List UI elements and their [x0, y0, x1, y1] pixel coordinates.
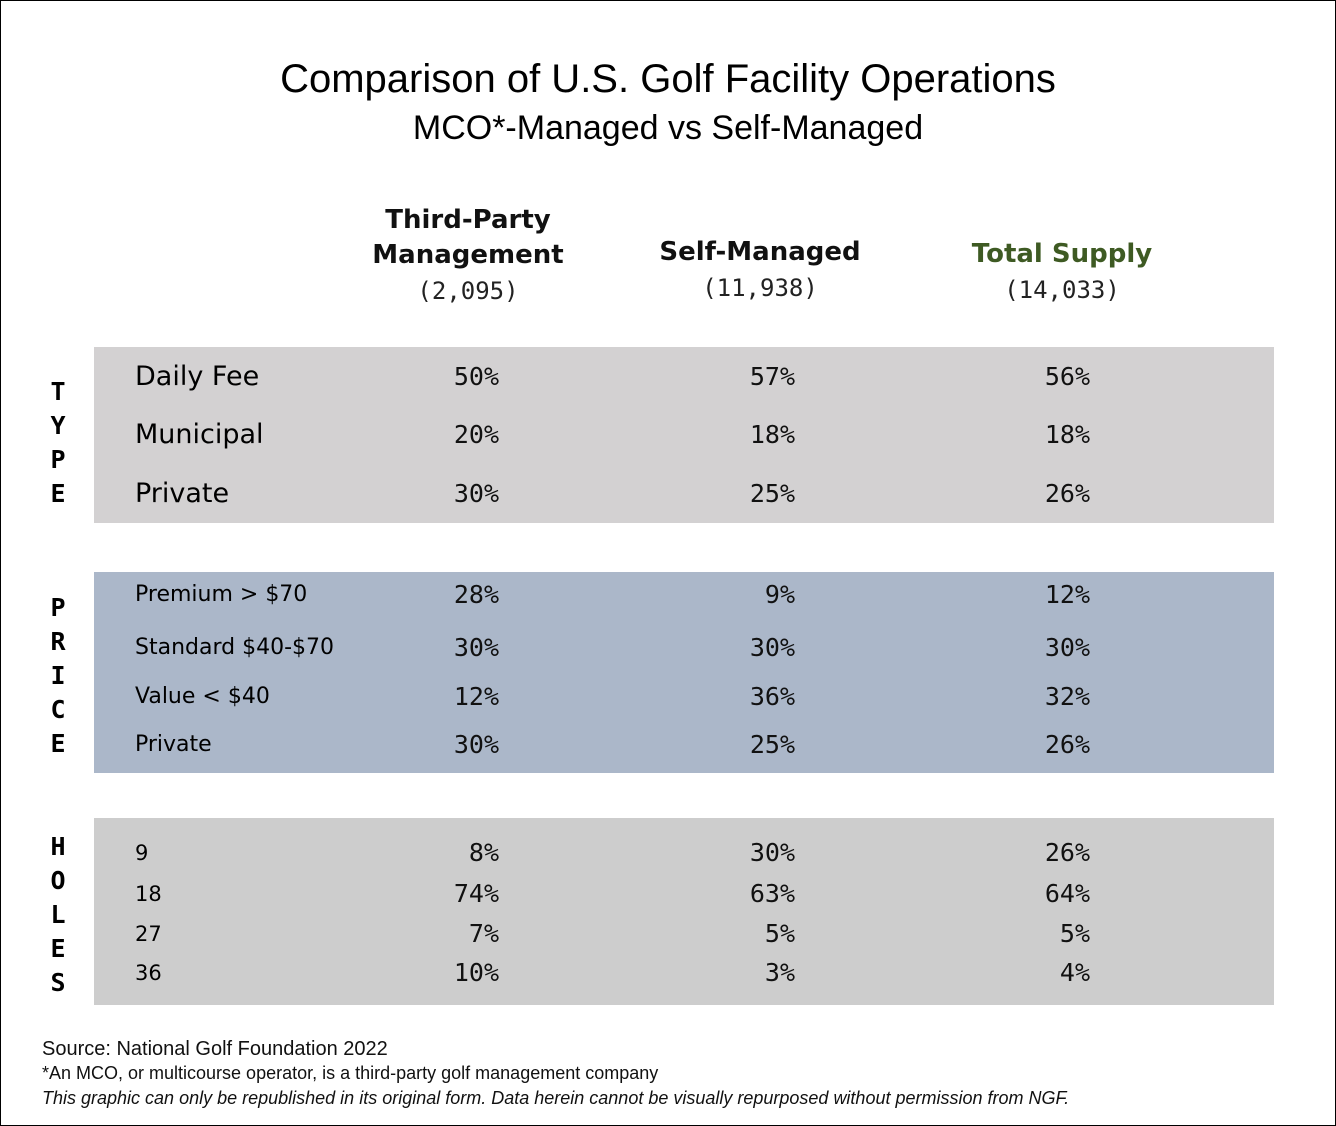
- table-cell: 8%: [468, 838, 499, 867]
- section-label-letter: E: [50, 479, 66, 508]
- footer-note: *An MCO, or multicourse operator, is a t…: [42, 1063, 659, 1083]
- section-label-letter: E: [50, 934, 66, 963]
- row-label: Premium > $70: [135, 582, 308, 607]
- table-cell: 32%: [1044, 682, 1090, 711]
- table-cell: 30%: [749, 838, 795, 867]
- table-row: Municipal 20% 18% 18%: [94, 415, 1274, 455]
- table-cell: 5%: [764, 919, 795, 948]
- table-row: Standard $40-$70 30% 30% 30%: [94, 628, 1274, 668]
- table-cell: 25%: [749, 730, 795, 759]
- row-label: Value < $40: [135, 684, 270, 709]
- section-label-letter: O: [50, 866, 66, 895]
- row-label: Municipal: [135, 419, 264, 450]
- table-row: 18 74% 63% 64%: [94, 874, 1274, 914]
- table-cell: 12%: [453, 682, 499, 711]
- table-cell: 30%: [749, 633, 795, 662]
- table-row: Daily Fee 50% 57% 56%: [94, 357, 1274, 397]
- table-cell: 63%: [749, 879, 795, 908]
- table-row: Private 30% 25% 26%: [94, 725, 1274, 765]
- table-cell: 28%: [453, 580, 499, 609]
- column-count: (11,938): [702, 274, 818, 302]
- section-band-type: Daily Fee 50% 57% 56% Municipal 20% 18% 18% Priv…: [94, 347, 1274, 523]
- column-name: Self-Managed: [659, 237, 861, 267]
- table-cell: 50%: [453, 362, 499, 391]
- table-cell: 74%: [453, 879, 499, 908]
- table-cell: 64%: [1044, 879, 1090, 908]
- footer-rights: This graphic can only be republished in …: [42, 1088, 1070, 1108]
- column-header-self-managed: Self-Managed (11,938): [610, 235, 910, 306]
- chart-title: Comparison of U.S. Golf Facility Operati…: [280, 57, 1056, 101]
- table-cell: 26%: [1044, 730, 1090, 759]
- section-label-letter: H: [50, 832, 66, 861]
- section-label-letter: P: [50, 593, 66, 622]
- table-cell: 18%: [1044, 420, 1090, 449]
- table-cell: 3%: [764, 958, 795, 987]
- section-label-letter: P: [50, 445, 66, 474]
- table-cell: 20%: [453, 420, 499, 449]
- column-name-line2: Management: [372, 240, 564, 270]
- table-cell: 30%: [453, 479, 499, 508]
- table-cell: 4%: [1059, 958, 1090, 987]
- column-header-total-supply: Total Supply (14,033): [912, 237, 1212, 308]
- section-label-letter: E: [50, 729, 66, 758]
- chart-subtitle: MCO*-Managed vs Self-Managed: [412, 109, 924, 147]
- section-label-letter: S: [50, 968, 66, 997]
- column-name: Total Supply: [971, 239, 1153, 269]
- section-band-holes: 9 8% 30% 26% 18 74% 63% 64% 27 7% 5% 5% 36 10% 3% 4%: [94, 818, 1274, 1005]
- table-cell: 26%: [1044, 479, 1090, 508]
- table-row: 9 8% 30% 26%: [94, 833, 1274, 873]
- table-cell: 26%: [1044, 838, 1090, 867]
- section-label-letter: Y: [50, 411, 66, 440]
- table-cell: 30%: [453, 633, 499, 662]
- table-row: Private 30% 25% 26%: [94, 474, 1274, 514]
- table-cell: 18%: [749, 420, 795, 449]
- row-label: 36: [135, 961, 162, 985]
- row-label: Standard $40-$70: [135, 635, 334, 660]
- column-name-line1: Third-Party: [385, 205, 551, 235]
- column-header-third-party: Third-Party Management (2,095): [318, 203, 618, 309]
- table-row: Premium > $70 28% 9% 12%: [94, 575, 1274, 615]
- table-cell: 56%: [1044, 362, 1090, 391]
- row-label: Private: [135, 732, 212, 757]
- row-label: Private: [135, 478, 230, 509]
- section-band-price: Premium > $70 28% 9% 12% Standard $40-$70 30%…: [94, 572, 1274, 773]
- table-cell: 57%: [749, 362, 795, 391]
- section-label-letter: L: [50, 900, 66, 929]
- section-label-letter: C: [50, 695, 66, 724]
- column-count: (14,033): [1004, 276, 1120, 304]
- table-cell: 25%: [749, 479, 795, 508]
- table-row: Value < $40 12% 36% 32%: [94, 677, 1274, 717]
- section-label-letter: I: [50, 661, 66, 690]
- section-label-letter: R: [50, 627, 66, 656]
- table-cell: 12%: [1044, 580, 1090, 609]
- table-cell: 10%: [453, 958, 499, 987]
- table-cell: 30%: [1044, 633, 1090, 662]
- row-label: 18: [135, 882, 162, 906]
- row-label: 27: [135, 922, 162, 946]
- table-cell: 36%: [749, 682, 795, 711]
- row-label: 9: [135, 841, 149, 865]
- table-row: 27 7% 5% 5%: [94, 914, 1274, 954]
- row-label: Daily Fee: [135, 361, 260, 392]
- column-count: (2,095): [417, 277, 519, 305]
- table-row: 36 10% 3% 4%: [94, 953, 1274, 993]
- table-cell: 30%: [453, 730, 499, 759]
- table-cell: 9%: [764, 580, 795, 609]
- footer-source: Source: National Golf Foundation 2022: [42, 1038, 388, 1060]
- table-cell: 7%: [468, 919, 499, 948]
- section-label-letter: T: [50, 377, 66, 406]
- table-cell: 5%: [1059, 919, 1090, 948]
